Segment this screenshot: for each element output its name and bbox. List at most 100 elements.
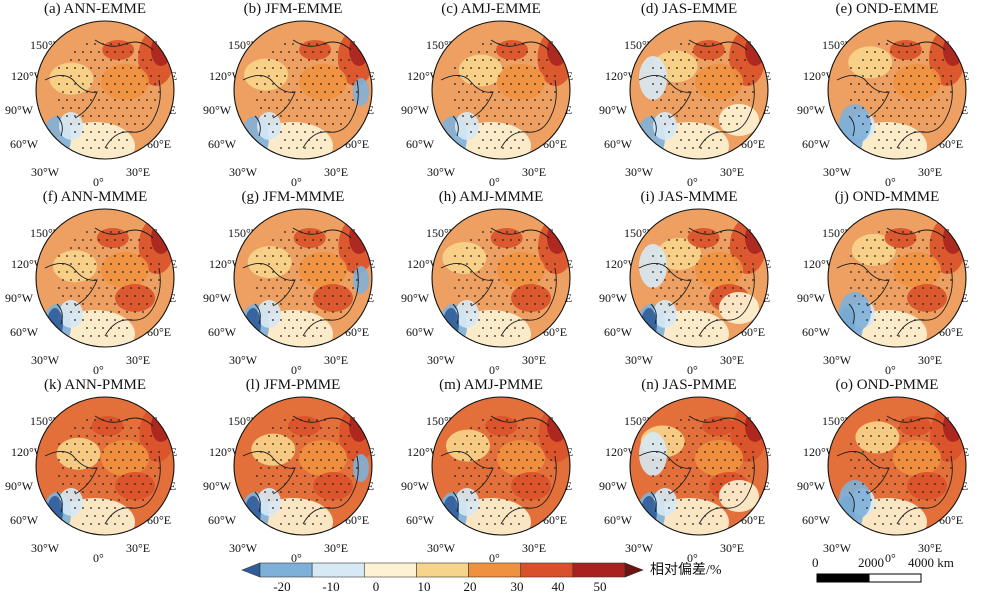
meridian-label: 90°W [203,291,232,305]
meridian-label: 60°W [604,513,633,527]
meridian-label: 30°E [918,541,943,555]
colorbar-tick: 40 [551,579,565,594]
meridian-label: 60°W [802,137,831,151]
colorbar-tick: 20 [463,579,477,594]
meridian-label: 90°W [5,291,34,305]
meridian-label: 30°W [427,165,456,179]
meridian-label: 30°E [126,353,151,367]
colorbar: -20 -10 0 10 20 30 40 50 相对偏差/% [240,562,722,594]
meridian-label: 60°W [604,137,633,151]
meridian-label: 60°E [345,513,370,527]
meridian-label: 30°W [823,353,852,367]
meridian-label: 90°W [599,103,628,117]
map-panel: (f) ANN-MMME180°150°W150°E120°W120°E90°W… [0,188,190,378]
meridian-label: 60°E [741,137,766,151]
polar-map [431,208,571,348]
meridian-label: 30°E [522,353,547,367]
panel-title: (i) JAS-MMME [640,189,738,205]
panel-title: (a) ANN-EMME [43,1,147,17]
meridian-label: 90°W [599,291,628,305]
map-panel: (h) AMJ-MMME180°150°W150°E120°W120°E90°W… [396,188,586,378]
meridian-label: 60°E [147,513,172,527]
meridian-label: 90°W [401,479,430,493]
meridian-label: 90°W [5,479,34,493]
meridian-label: 60°E [741,513,766,527]
colorbar-tick: 0 [372,579,380,594]
meridian-label: 30°E [324,353,349,367]
polar-map [629,20,769,160]
meridian-label: 60°E [345,137,370,151]
map-panel: (b) JFM-EMME180°150°W150°E120°W120°E90°W… [198,0,388,190]
meridian-label: 0° [291,551,302,565]
meridian-label: 30°E [918,353,943,367]
map-panel: (g) JFM-MMME180°150°W150°E120°W120°E90°W… [198,188,388,378]
colorbar-segment [363,562,417,578]
scale-bar-graphic [816,573,922,583]
colorbar-segment [520,562,574,578]
meridian-label: 30°E [720,541,745,555]
meridian-label: 0° [489,363,500,377]
polar-map [35,396,175,536]
meridian-label: 60°E [543,137,568,151]
panel-title: (j) OND-MMME [834,189,940,205]
scale-bar-label: 0 [812,555,819,570]
meridian-label: 60°W [802,325,831,339]
scale-bar: 0 2000 4000 km [812,556,992,586]
panel-title: (h) AMJ-MMME [438,189,544,205]
map-panel: (n) JAS-PMME180°150°W150°E120°W120°E90°W… [594,376,784,566]
meridian-label: 90°W [401,103,430,117]
meridian-label: 60°E [939,513,964,527]
meridian-label: 90°W [203,103,232,117]
polar-map [35,20,175,160]
meridian-label: 30°W [427,541,456,555]
meridian-label: 30°W [427,353,456,367]
colorbar-tick: -20 [273,579,291,594]
panel-title: (l) JFM-PMME [245,377,341,393]
meridian-label: 60°E [543,513,568,527]
meridian-label: 30°W [31,353,60,367]
meridian-label: 0° [291,363,302,377]
panel-title: (k) ANN-PMME [43,377,147,393]
meridian-label: 0° [885,551,896,565]
polar-map [233,208,373,348]
colorbar-tick: 50 [593,579,607,594]
colorbar-ramp [241,562,644,578]
scale-bar-label: 4000 km [908,555,954,570]
meridian-label: 60°W [406,325,435,339]
meridian-label: 90°W [797,479,826,493]
meridian-label: 30°W [823,541,852,555]
meridian-label: 30°W [229,353,258,367]
map-panel: (k) ANN-PMME180°150°W150°E120°W120°E90°W… [0,376,190,566]
meridian-label: 0° [687,551,698,565]
meridian-label: 30°E [918,165,943,179]
meridian-label: 30°W [625,165,654,179]
colorbar-tick: 30 [510,579,524,594]
polar-map [827,208,967,348]
meridian-label: 30°W [229,165,258,179]
polar-map [431,20,571,160]
meridian-label: 60°E [345,325,370,339]
meridian-label: 60°W [406,137,435,151]
meridian-label: 30°W [625,541,654,555]
meridian-label: 90°W [797,291,826,305]
meridian-label: 30°E [720,165,745,179]
colorbar-end-triangle [624,562,644,578]
scale-bar-label: 2000 [858,555,884,570]
meridian-label: 30°E [324,541,349,555]
meridian-label: 0° [93,363,104,377]
meridian-label: 30°W [31,541,60,555]
meridian-label: 60°W [604,325,633,339]
meridian-label: 30°W [625,353,654,367]
colorbar-end-triangle [241,562,261,578]
meridian-label: 60°W [10,137,39,151]
polar-map [35,208,175,348]
meridian-label: 30°E [126,165,151,179]
map-panel: (m) AMJ-PMME180°150°W150°E120°W120°E90°W… [396,376,586,566]
map-panel: (l) JFM-PMME180°150°W150°E120°W120°E90°W… [198,376,388,566]
map-panel: (e) OND-EMME180°150°W150°E120°W120°E90°W… [792,0,982,190]
colorbar-tick: 10 [417,579,431,594]
meridian-label: 90°W [401,291,430,305]
meridian-label: 60°E [939,137,964,151]
colorbar-segment [259,562,313,578]
meridian-label: 30°W [229,541,258,555]
